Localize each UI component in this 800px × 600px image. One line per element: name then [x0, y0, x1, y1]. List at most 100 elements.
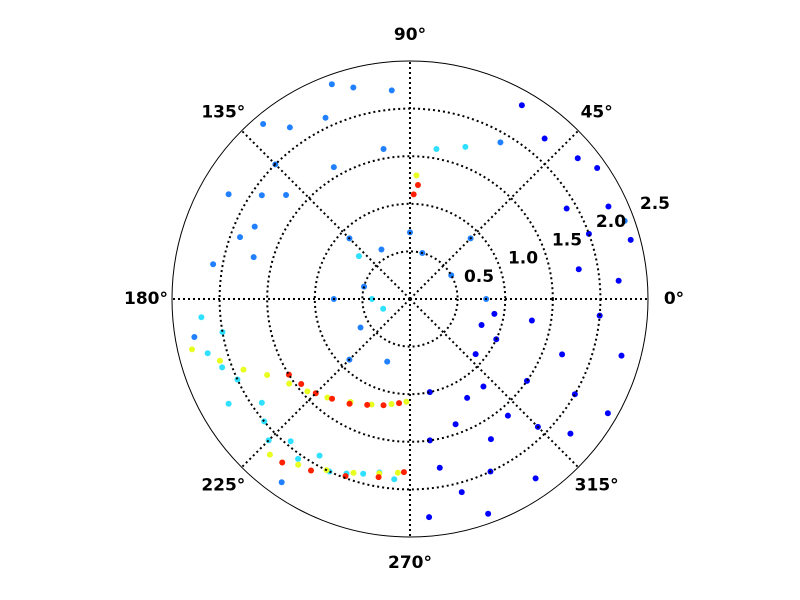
- point: [394, 469, 401, 476]
- grid-spoke: [409, 298, 579, 468]
- point: [567, 430, 574, 437]
- point: [355, 253, 362, 260]
- point: [618, 352, 625, 359]
- point: [487, 436, 494, 443]
- point: [225, 191, 232, 198]
- point: [368, 296, 375, 302]
- point: [472, 351, 479, 358]
- point: [210, 261, 217, 268]
- point: [504, 412, 511, 419]
- point: [251, 223, 258, 230]
- point: [378, 246, 385, 253]
- grid-circle: [266, 155, 554, 443]
- point: [574, 155, 581, 162]
- theta-tick-label: 90°: [394, 25, 426, 45]
- point: [298, 380, 305, 387]
- point: [396, 400, 403, 407]
- point: [575, 266, 582, 273]
- theta-tick-label: 0°: [664, 289, 684, 309]
- point: [388, 87, 395, 94]
- point: [364, 401, 371, 408]
- point: [266, 451, 273, 458]
- point: [189, 346, 196, 353]
- point: [346, 400, 353, 407]
- point: [541, 135, 548, 142]
- point: [350, 84, 357, 91]
- point: [497, 139, 504, 146]
- point: [295, 455, 302, 462]
- theta-tick-label: 135°: [201, 102, 245, 122]
- point: [316, 452, 323, 459]
- point: [391, 476, 398, 483]
- point: [330, 164, 337, 171]
- point: [410, 191, 417, 198]
- point: [627, 236, 634, 243]
- point: [350, 469, 357, 476]
- point: [604, 410, 611, 417]
- point: [260, 120, 267, 127]
- point: [225, 400, 232, 407]
- point: [380, 145, 387, 152]
- point: [265, 437, 272, 444]
- point: [485, 510, 492, 517]
- point: [287, 438, 294, 445]
- point: [357, 324, 364, 331]
- point: [307, 467, 314, 474]
- point: [204, 350, 211, 357]
- point: [426, 437, 433, 444]
- point: [621, 217, 628, 224]
- point: [518, 102, 525, 109]
- point: [594, 164, 601, 171]
- point: [400, 469, 407, 476]
- point: [295, 461, 302, 468]
- point: [324, 394, 331, 401]
- point: [216, 357, 223, 364]
- point: [360, 470, 367, 477]
- theta-tick-label: 180°: [124, 289, 168, 309]
- point: [452, 421, 459, 428]
- point: [436, 464, 443, 471]
- point: [403, 398, 410, 405]
- grid-spoke: [409, 130, 579, 300]
- point: [615, 277, 622, 284]
- point: [413, 172, 420, 179]
- point: [491, 310, 498, 317]
- point: [384, 358, 391, 365]
- r-tick-label: 1.0: [508, 249, 538, 269]
- point: [528, 317, 535, 324]
- point: [458, 489, 465, 496]
- point: [480, 383, 487, 390]
- point: [559, 351, 566, 358]
- outer-circle: [171, 60, 649, 538]
- point: [304, 388, 311, 395]
- point: [464, 394, 471, 401]
- point: [433, 145, 440, 152]
- theta-tick-label: 225°: [201, 476, 245, 496]
- point: [328, 81, 335, 88]
- point: [462, 143, 469, 150]
- point: [532, 475, 539, 482]
- point: [191, 334, 198, 341]
- point: [283, 191, 290, 198]
- point: [563, 205, 570, 212]
- point: [240, 366, 247, 373]
- point: [368, 401, 375, 408]
- theta-tick-label: 315°: [575, 476, 619, 496]
- point: [329, 395, 336, 402]
- point: [237, 234, 244, 241]
- r-tick-label: 1.5: [552, 230, 582, 250]
- r-tick-label: 0.5: [464, 267, 494, 287]
- grid-circle: [361, 250, 459, 348]
- theta-tick-label: 45°: [581, 102, 613, 122]
- point: [380, 305, 387, 312]
- point: [380, 402, 387, 409]
- point: [322, 114, 329, 121]
- point: [198, 314, 205, 321]
- point: [605, 203, 612, 210]
- point: [258, 192, 265, 199]
- point: [279, 459, 286, 466]
- point: [264, 371, 271, 378]
- r-tick-label: 2.5: [640, 194, 670, 214]
